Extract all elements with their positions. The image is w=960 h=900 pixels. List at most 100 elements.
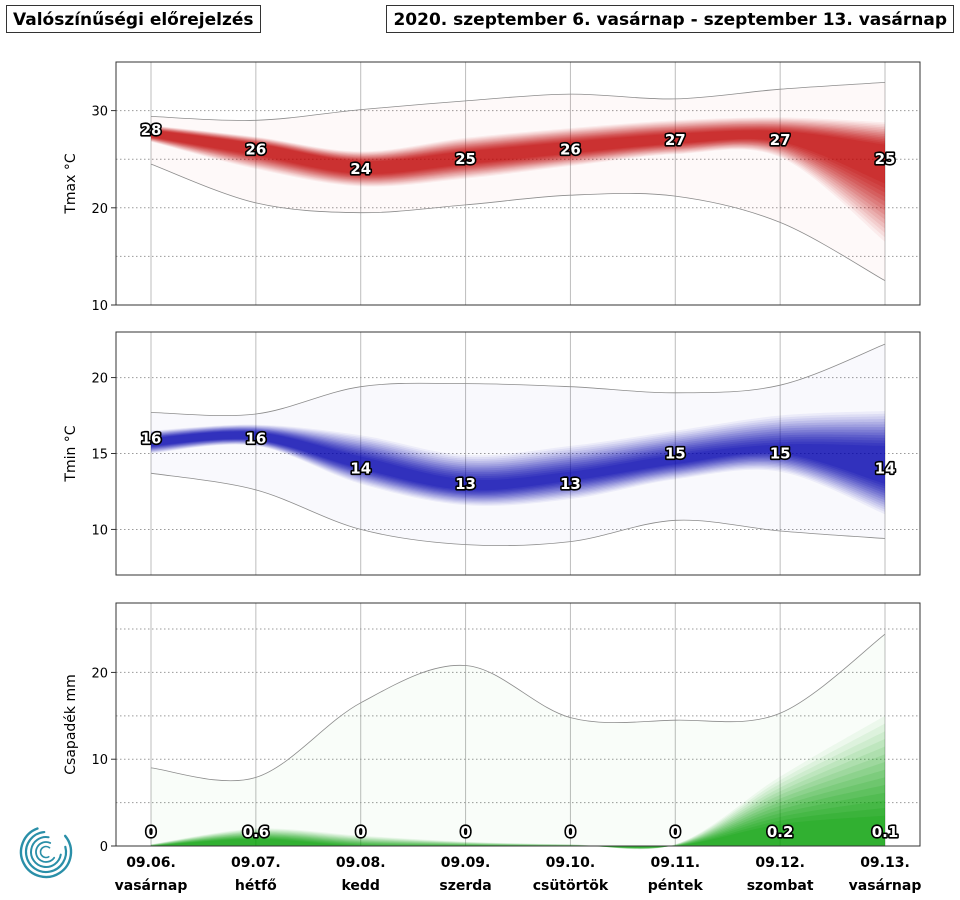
ensemble-band	[151, 431, 885, 492]
data-label: 26	[245, 140, 266, 158]
ensemble-band	[151, 429, 885, 496]
plot-area	[116, 62, 920, 305]
plot-area	[116, 603, 920, 846]
ensemble-band	[151, 124, 885, 211]
chart-panel-3: 0 10 20 Csapadék mm 0 0.6 0 0 0 0 0.2 0.1	[63, 602, 921, 855]
x-day-label: péntek	[648, 878, 704, 894]
data-label: 0	[355, 823, 365, 841]
y-tick-label: 10	[91, 753, 108, 768]
min-envelope-line	[150, 472, 886, 546]
ensemble-band	[151, 123, 885, 215]
y-tick-label: 0	[100, 840, 108, 855]
plot-frame	[115, 61, 921, 306]
x-day-label: vasárnap	[115, 878, 188, 894]
data-label: 0.2	[767, 823, 794, 841]
y-tick-label: 10	[91, 299, 108, 314]
data-label: 24	[350, 160, 371, 178]
plot-area	[116, 332, 920, 575]
max-envelope-line	[150, 82, 886, 121]
min-envelope-line	[150, 163, 886, 282]
ensemble-band	[151, 731, 885, 850]
data-label: 13	[455, 475, 476, 493]
logo-ring	[19, 827, 73, 879]
ensemble-band	[151, 427, 885, 501]
data-label: 14	[350, 460, 371, 478]
ensemble-band	[151, 723, 885, 850]
ensemble-band	[151, 777, 885, 849]
x-day-label: szerda	[439, 878, 491, 894]
x-day-label: kedd	[341, 878, 379, 894]
ensemble-band	[151, 792, 885, 849]
x-date-label: 09.07.	[231, 855, 281, 871]
ensemble-band	[151, 761, 885, 849]
data-label: 25	[455, 150, 476, 168]
data-label: 28	[141, 121, 162, 139]
ensemble-band	[151, 413, 885, 512]
ensemble-band	[151, 119, 885, 233]
ensemble-band	[151, 807, 885, 848]
x-day-label: szombat	[747, 878, 814, 894]
y-axis-label: Csapadék mm	[63, 674, 79, 774]
ensemble-band	[151, 416, 885, 510]
chart-panel-2: 10 15 20 Tmin °C 16 16 14 13 13 15 15 14	[63, 331, 921, 576]
x-date-label: 09.12.	[755, 855, 805, 871]
ensemble-band	[151, 411, 885, 515]
ensemble-band	[151, 800, 885, 848]
y-tick-label: 10	[91, 523, 108, 538]
ensemble-band	[151, 421, 885, 505]
ensemble-band	[151, 121, 885, 224]
x-date-label: 09.10.	[546, 855, 596, 871]
ensemble-band	[151, 429, 885, 494]
ensemble-band	[151, 118, 885, 238]
y-tick-label: 15	[91, 448, 108, 463]
x-date-label: 09.13.	[860, 855, 910, 871]
data-label: 16	[245, 429, 266, 447]
weather-service-logo-icon	[19, 827, 73, 879]
y-axis-label: Tmin °C	[63, 425, 79, 482]
data-label: 0	[670, 823, 680, 841]
y-tick-label: 20	[91, 372, 108, 387]
ensemble-band	[151, 738, 885, 849]
data-label: 27	[665, 131, 686, 149]
x-date-label: 09.11.	[650, 855, 700, 871]
ensemble-band	[151, 127, 885, 197]
logo-ring	[39, 845, 51, 859]
y-tick-label: 20	[91, 202, 108, 217]
logo-ring	[35, 841, 56, 863]
x-date-label: 09.06.	[126, 855, 176, 871]
ensemble-band	[151, 130, 885, 184]
data-label: 15	[770, 445, 791, 463]
y-axis-label: Tmax °C	[63, 153, 79, 215]
ensemble-band	[151, 125, 885, 206]
data-label: 15	[665, 445, 686, 463]
data-label: 0.6	[243, 823, 270, 841]
ensemble-band	[151, 129, 885, 188]
x-date-label: 09.09.	[441, 855, 491, 871]
logo-ring	[30, 836, 62, 868]
ensemble-band	[151, 424, 885, 503]
max-envelope-line	[150, 633, 886, 782]
data-label: 27	[770, 131, 791, 149]
data-label: 0.1	[872, 823, 899, 841]
x-axis-labels: 09.06. vasárnap 09.07. hétfő 09.08. kedd 09.09…	[115, 855, 922, 894]
ensemble-band	[151, 419, 885, 508]
ensemble-band	[151, 428, 885, 497]
ensemble-band	[151, 715, 885, 850]
ensemble-band	[151, 431, 885, 491]
data-label: 0	[460, 823, 470, 841]
date-range-title: 2020. szeptember 6. vasárnap - szeptembe…	[386, 5, 954, 33]
ensemble-band	[151, 769, 885, 849]
data-label: 26	[560, 140, 581, 158]
x-day-label: csütörtök	[533, 878, 609, 894]
ensemble-band	[151, 117, 885, 242]
ensemble-band	[151, 754, 885, 849]
data-label: 0	[565, 823, 575, 841]
data-label: 13	[560, 475, 581, 493]
data-label: 25	[875, 150, 896, 168]
x-day-label: vasárnap	[849, 878, 922, 894]
ensemble-band	[151, 428, 885, 498]
forecast-title: Valószínűségi előrejelzés	[6, 5, 261, 33]
data-label: 14	[875, 460, 896, 478]
logo-ring	[24, 830, 68, 874]
